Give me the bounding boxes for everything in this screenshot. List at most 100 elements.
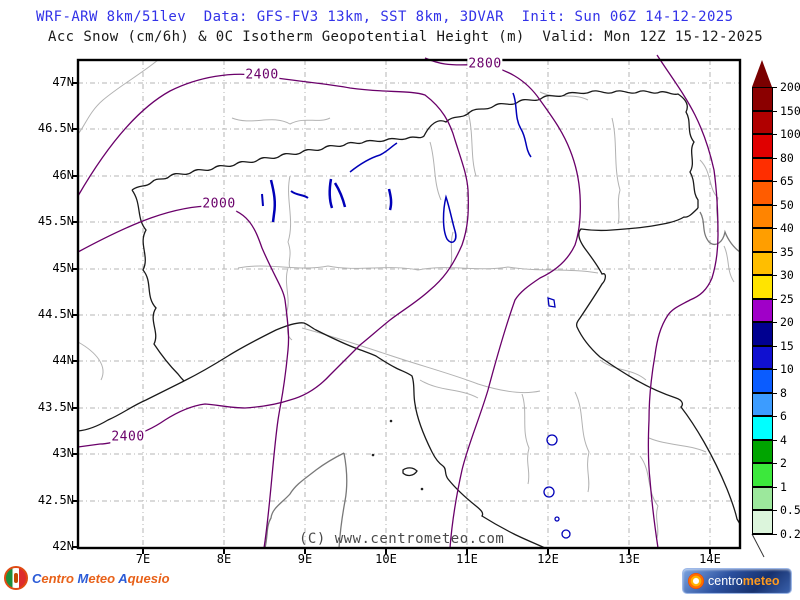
lat-tick-label: 42.5N xyxy=(37,493,74,507)
graticule-grid xyxy=(78,60,740,548)
colorbar-segment xyxy=(752,228,773,252)
adriatic-coast xyxy=(575,207,741,525)
lake-lugano xyxy=(290,190,309,199)
lake-maggiore xyxy=(269,179,277,223)
colorbar-segment xyxy=(752,134,773,158)
colorbar-segment xyxy=(752,110,773,134)
lat-tick-label: 45N xyxy=(52,261,74,275)
product-title-line: Acc Snow (cm/6h) & 0C Isotherm Geopotent… xyxy=(48,29,764,45)
colorbar-tail xyxy=(751,533,765,558)
colorbar-segment xyxy=(752,251,773,275)
lat-tick-mark xyxy=(72,453,78,455)
lon-tick-mark xyxy=(628,548,630,554)
aquesio-logo-text: Centro Meteo Aquesio xyxy=(32,571,170,586)
contour-value-label: 2400 xyxy=(244,67,280,83)
colorbar-segment xyxy=(752,416,773,440)
lat-tick-mark xyxy=(72,128,78,130)
lat-tick-mark xyxy=(72,221,78,223)
centrometeo-text-1: centro xyxy=(708,574,743,588)
colorbar-value-label: 1 xyxy=(780,479,787,494)
regional-borders xyxy=(77,59,735,539)
lat-tick-label: 45.5N xyxy=(37,214,74,228)
colorbar-value-label: 2 xyxy=(780,456,787,470)
watermark-text: (C) www.centrometeo.com xyxy=(299,531,505,547)
colorbar-value-label: 40 xyxy=(780,221,794,235)
corsica-istria-coastline xyxy=(264,211,741,549)
colorbar-boundary-tick xyxy=(752,322,777,323)
colorbar-boundary-tick xyxy=(752,251,777,253)
aquesio-badge-icon xyxy=(4,566,28,590)
centrometeo-logo: centrometeo xyxy=(682,568,792,594)
colorbar-boundary-tick xyxy=(752,134,777,135)
colorbar-boundary-tick xyxy=(752,87,777,88)
colorbar-value-label: 25 xyxy=(780,291,794,306)
colorbar-value-label: 200 xyxy=(780,80,800,94)
contour-value-label: 2000 xyxy=(201,196,237,212)
colorbar-value-label: 0.2 xyxy=(780,526,800,541)
centrometeo-swirl-icon xyxy=(688,573,704,589)
colorbar-segment xyxy=(752,392,773,416)
lon-tick-mark xyxy=(385,548,387,554)
colorbar-segment xyxy=(752,510,773,534)
lake-como xyxy=(328,178,347,209)
colorbar-boundary-tick xyxy=(752,510,777,511)
colorbar-boundary-tick xyxy=(752,204,777,206)
colorbar-value-label: 35 xyxy=(780,244,794,259)
colorbar-segment xyxy=(752,486,773,510)
lat-tick-label: 44.5N xyxy=(37,307,74,321)
small-island xyxy=(420,487,424,491)
small-island xyxy=(389,419,393,423)
contour-value-label: 2800 xyxy=(467,56,503,72)
colorbar-boundary-tick xyxy=(752,110,777,112)
colorbar-segment xyxy=(752,322,773,346)
lake-orta xyxy=(261,193,264,207)
lake-bolsena xyxy=(543,486,555,498)
colorbar-segment xyxy=(752,157,773,181)
contour-2400 xyxy=(77,73,469,448)
colorbar-boundary-tick xyxy=(752,392,777,394)
contour-2800 xyxy=(424,57,581,549)
contour-2000 xyxy=(77,205,290,549)
colorbar-boundary-tick xyxy=(752,416,777,417)
centro-meteo-aquesio-logo: Centro Meteo Aquesio xyxy=(4,566,170,590)
colorbar-boundary-tick xyxy=(752,181,777,182)
colorbar-value-label: 20 xyxy=(780,315,794,329)
lat-tick-mark xyxy=(72,175,78,177)
lon-tick-label: 9E xyxy=(297,552,313,566)
france-italy-border xyxy=(131,189,185,382)
lat-tick-label: 44N xyxy=(52,353,74,367)
colorbar-segment xyxy=(752,463,773,487)
model-title-line: WRF-ARW 8km/51lev Data: GFS-FV3 13km, SS… xyxy=(36,9,734,25)
aquesio-word-initial: C xyxy=(32,570,42,586)
provence-coast xyxy=(77,380,185,432)
lon-tick-label: 13E xyxy=(618,552,640,566)
map-frame xyxy=(76,58,742,550)
colorbar-segment xyxy=(752,204,773,228)
aquesio-word-rest: entro xyxy=(41,570,78,586)
colorbar-boundary-tick xyxy=(752,369,777,370)
colorbar-value-label: 50 xyxy=(780,197,794,212)
lat-tick-mark xyxy=(72,500,78,502)
lat-tick-label: 46.5N xyxy=(37,121,74,135)
lon-tick-label: 12E xyxy=(537,552,559,566)
lat-tick-mark xyxy=(72,268,78,270)
adige-river xyxy=(512,92,532,158)
lat-tick-mark xyxy=(72,314,78,316)
colorbar-value-label: 4 xyxy=(780,432,787,447)
lake-garda xyxy=(442,194,457,243)
lon-tick-label: 10E xyxy=(375,552,397,566)
colorbar-value-label: 100 xyxy=(780,127,800,141)
aquesio-word-rest: eteo xyxy=(88,570,119,586)
colorbar-boundary-tick xyxy=(752,298,777,300)
lon-tick-mark xyxy=(547,548,549,554)
colorbar-boundary-tick xyxy=(752,345,777,347)
lat-tick-label: 42N xyxy=(52,539,74,553)
lat-tick-mark xyxy=(72,82,78,84)
lon-tick-mark xyxy=(223,548,225,554)
colorbar-boundary-tick xyxy=(752,275,777,276)
aquesio-word-initial: A xyxy=(118,570,128,586)
contour-value-label: 2400 xyxy=(110,429,146,445)
lake-vico xyxy=(554,516,560,522)
lat-tick-mark xyxy=(72,360,78,362)
